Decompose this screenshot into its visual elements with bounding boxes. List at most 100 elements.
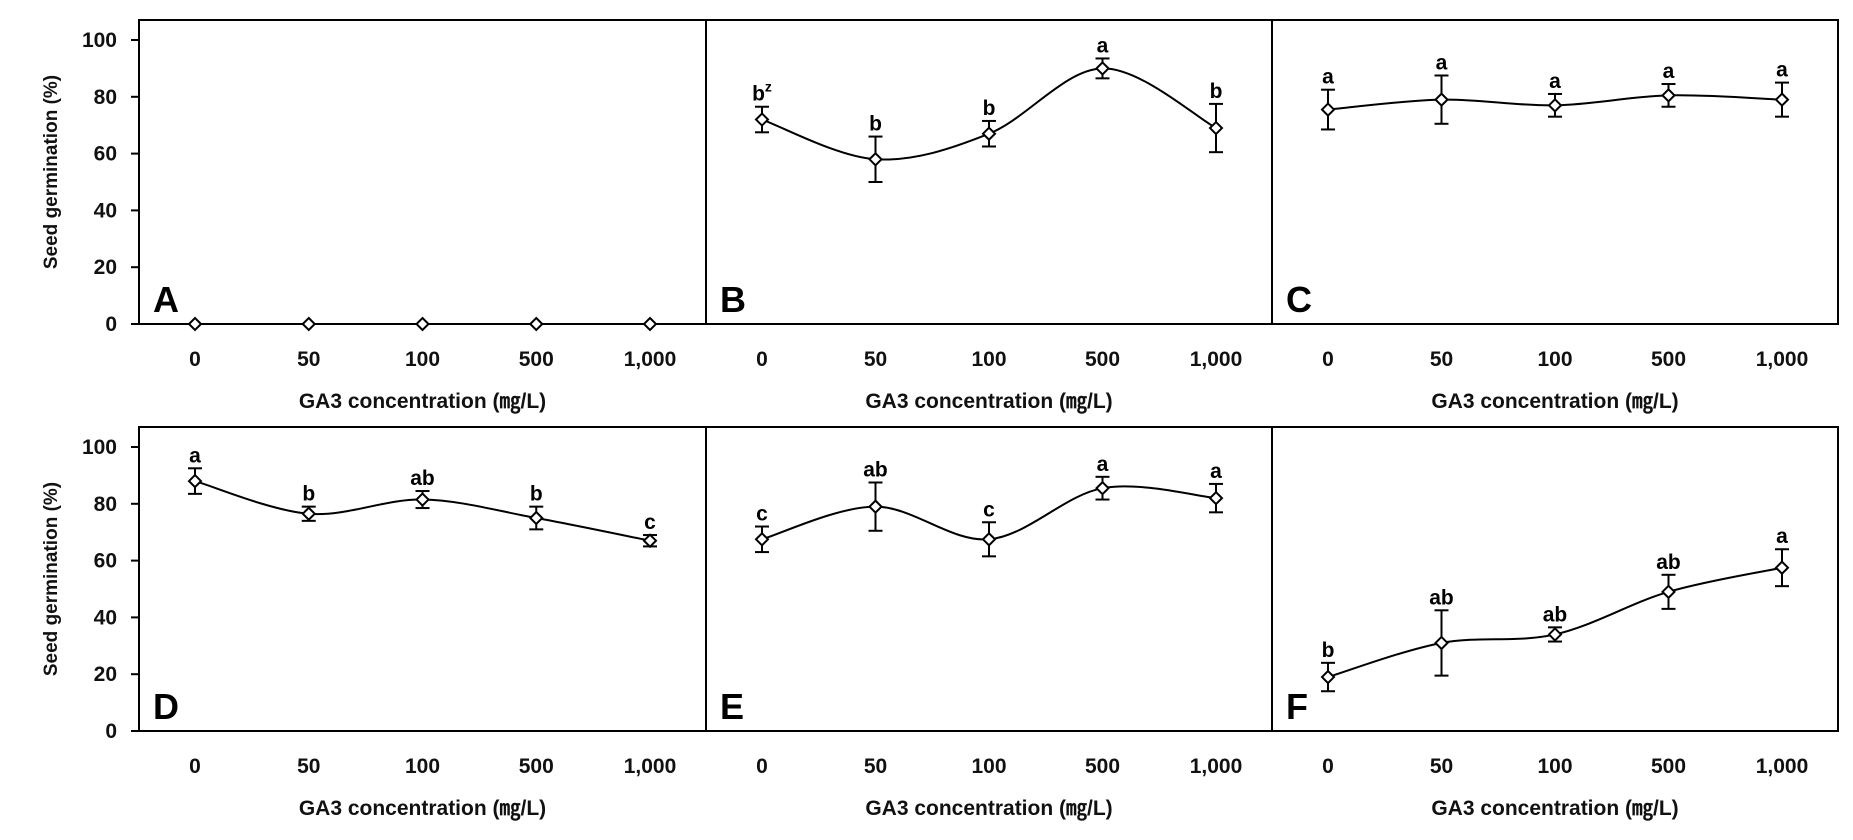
panel-frame [138,19,707,325]
y-tick-label: 20 [94,256,117,279]
data-point [415,316,430,332]
x-axis-label: GA3 concentration (㎎/L) [1431,390,1678,415]
data-point [981,531,997,547]
y-axis-label: Seed germination (%) [41,482,62,676]
data-point [754,112,770,127]
y-tick-label: 80 [94,493,117,516]
panel-frame [705,19,1273,325]
data-point [1095,60,1110,76]
significance-label: b [983,97,996,120]
x-tick-label: 100 [405,755,440,778]
y-tick-label: 80 [94,86,117,109]
panel-frame [705,426,1273,732]
significance-label: b [869,113,882,136]
x-tick-label: 100 [971,755,1006,778]
significance-label: bz [752,79,772,106]
data-point [1547,627,1563,642]
x-tick-label: 50 [297,348,320,371]
significance-label: a [1097,34,1109,57]
x-tick-label: 500 [1085,755,1120,778]
x-tick-label: 0 [1322,348,1334,371]
x-tick-label: 50 [1430,348,1453,371]
data-point [1661,87,1676,103]
data-point [1208,490,1224,506]
data-point [1774,560,1790,576]
significance-label: a [189,444,201,467]
panel-frame [1271,426,1839,732]
x-tick-label: 0 [756,755,768,778]
x-tick-label: 50 [864,755,887,778]
y-tick-label: 20 [94,663,117,686]
x-axis-label: GA3 concentration (㎎/L) [299,390,546,415]
x-tick-label: 1,000 [1190,755,1243,778]
x-axis-label: GA3 concentration (㎎/L) [865,797,1112,822]
y-tick-label: 60 [94,550,117,573]
y-tick-label: 40 [94,199,117,222]
x-tick-label: 50 [1430,755,1453,778]
x-tick-label: 1,000 [1756,755,1809,778]
x-tick-label: 500 [519,348,554,371]
significance-label: ab [410,467,435,490]
x-tick-label: 500 [1085,348,1120,371]
significance-label: a [1097,453,1109,476]
panel-letter: A [153,279,179,320]
data-point [301,316,317,332]
panel-letter: E [720,686,744,727]
data-point [642,316,658,332]
x-tick-label: 0 [1322,755,1334,778]
x-tick-label: 1,000 [1756,348,1809,371]
x-tick-label: 500 [1651,348,1686,371]
y-tick-label: 40 [94,606,117,629]
panel-letter: D [153,686,179,727]
x-tick-label: 500 [519,755,554,778]
significance-label: c [756,503,768,526]
significance-label: ab [1429,586,1454,609]
significance-label: a [1436,52,1448,75]
y-axis-label: Seed germination (%) [41,75,62,269]
x-tick-label: 1,000 [624,755,677,778]
data-point [1434,635,1449,651]
y-tick-label: 0 [105,720,117,743]
significance-label: b [1322,639,1335,662]
data-point [981,126,997,142]
data-point [1320,669,1336,685]
y-tick-label: 60 [94,143,117,166]
panel-e: 0 50 100 500 1,000 GA3 concentration (㎎/L) Ec a… [705,426,1273,822]
panel-a: 0 20 40 60 80 100 Seed germination (%) 0 50 100 50… [41,19,707,415]
x-tick-label: 100 [971,348,1006,371]
significance-label: a [1210,460,1222,483]
x-tick-label: 0 [189,755,201,778]
data-point [1661,584,1676,600]
significance-superscript: z [765,79,772,95]
significance-label: b [302,483,315,506]
x-axis-label: GA3 concentration (㎎/L) [865,390,1112,415]
panel-frame [1271,19,1839,325]
significance-label: a [1776,525,1788,548]
data-point [642,533,658,549]
panel-letter: F [1286,686,1308,727]
data-point [301,506,317,522]
panel-c: 0 50 100 500 1,000 GA3 concentration (㎎/L) Ca a… [1271,19,1839,415]
x-tick-label: 1,000 [1190,348,1243,371]
significance-label: ab [1543,603,1568,626]
data-point [528,510,544,526]
significance-label: c [983,498,995,521]
x-tick-label: 100 [405,348,440,371]
panel-f: 0 50 100 500 1,000 GA3 concentration (㎎/L) Fb a… [1271,426,1839,822]
significance-label: a [1322,66,1334,89]
data-point [754,531,770,547]
data-point [1434,92,1449,108]
x-tick-label: 0 [189,348,201,371]
panel-letter: B [720,279,746,320]
significance-label: a [1776,59,1788,82]
data-point [187,473,203,489]
data-point [528,316,544,332]
significance-label: a [1549,70,1561,93]
x-tick-label: 50 [864,348,887,371]
x-axis-label: GA3 concentration (㎎/L) [299,797,546,822]
data-point [1208,120,1224,136]
x-tick-label: 100 [1537,348,1572,371]
significance-label: b [530,483,543,506]
